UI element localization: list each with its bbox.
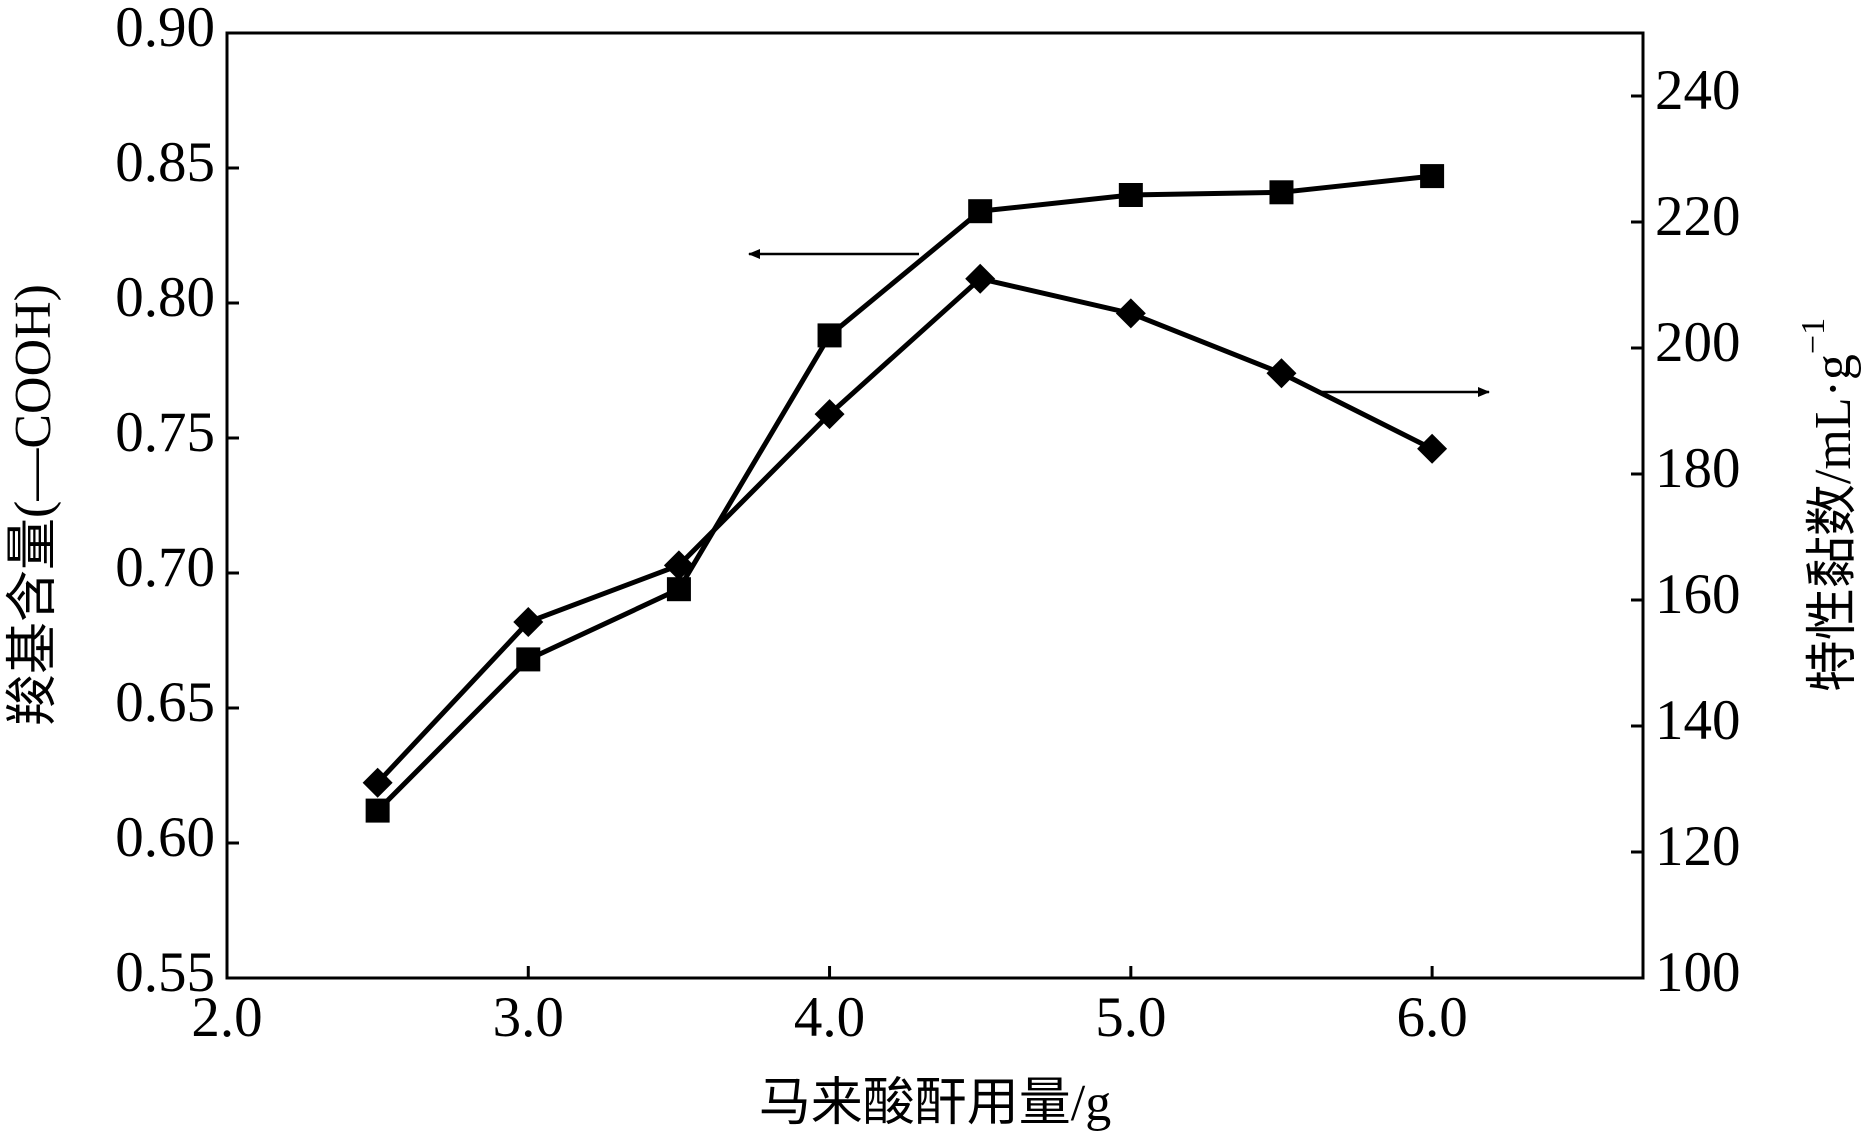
diamond-marker xyxy=(1266,358,1297,389)
square-marker xyxy=(817,323,842,348)
x-axis-title: 马来酸酐用量/g xyxy=(759,1075,1111,1132)
y-tick-label: 0.70 xyxy=(115,536,215,599)
y-tick-label: 0.80 xyxy=(115,266,215,329)
y2-tick-label: 100 xyxy=(1655,941,1741,1004)
y2-tick-label: 220 xyxy=(1655,185,1741,248)
x-tick-label: 2.0 xyxy=(191,986,262,1049)
square-marker xyxy=(365,798,390,823)
diamond-marker xyxy=(513,607,544,638)
x-tick-label: 4.0 xyxy=(794,986,865,1049)
square-marker xyxy=(1420,164,1445,189)
series-line xyxy=(375,173,1433,813)
y-tick-label: 0.90 xyxy=(115,0,215,59)
y-tick-label: 0.65 xyxy=(115,671,215,734)
y-axis-title: 羧基含量(—COOH) xyxy=(5,284,62,726)
diamond-marker xyxy=(1417,433,1448,464)
y-tick-label: 0.60 xyxy=(115,806,215,869)
x-tick-label: 6.0 xyxy=(1396,986,1467,1049)
square-marker xyxy=(666,577,691,602)
y2-tick-label: 140 xyxy=(1655,689,1741,752)
plot-frame xyxy=(225,31,1645,980)
diamond-marker xyxy=(1115,298,1146,329)
y2-tick-label: 120 xyxy=(1655,815,1741,878)
square-marker xyxy=(968,199,993,224)
y2-tick-label: 200 xyxy=(1655,311,1741,374)
y2-axis-title: 特性黏数/mL·g−1 xyxy=(1795,318,1862,692)
x-tick-label: 3.0 xyxy=(493,986,564,1049)
y2-axis-title-main: 特性黏数/mL·g xyxy=(1805,354,1862,692)
square-marker xyxy=(1269,180,1294,205)
series-line xyxy=(375,275,1434,785)
diamond-marker xyxy=(965,263,996,294)
y2-tick-label: 180 xyxy=(1655,437,1741,500)
y-tick-label: 0.75 xyxy=(115,401,215,464)
diamond-marker xyxy=(362,767,393,798)
x-tick-label: 5.0 xyxy=(1095,986,1166,1049)
y-tick-label: 0.55 xyxy=(115,941,215,1004)
square-marker xyxy=(516,647,541,672)
y-tick-label: 0.85 xyxy=(115,131,215,194)
square-marker xyxy=(1118,183,1143,207)
diamond-marker xyxy=(663,550,694,581)
y2-tick-label: 160 xyxy=(1655,563,1741,626)
y2-axis-title-sup: −1 xyxy=(1795,318,1832,354)
diamond-marker xyxy=(814,399,845,430)
y2-tick-label: 240 xyxy=(1655,59,1741,122)
